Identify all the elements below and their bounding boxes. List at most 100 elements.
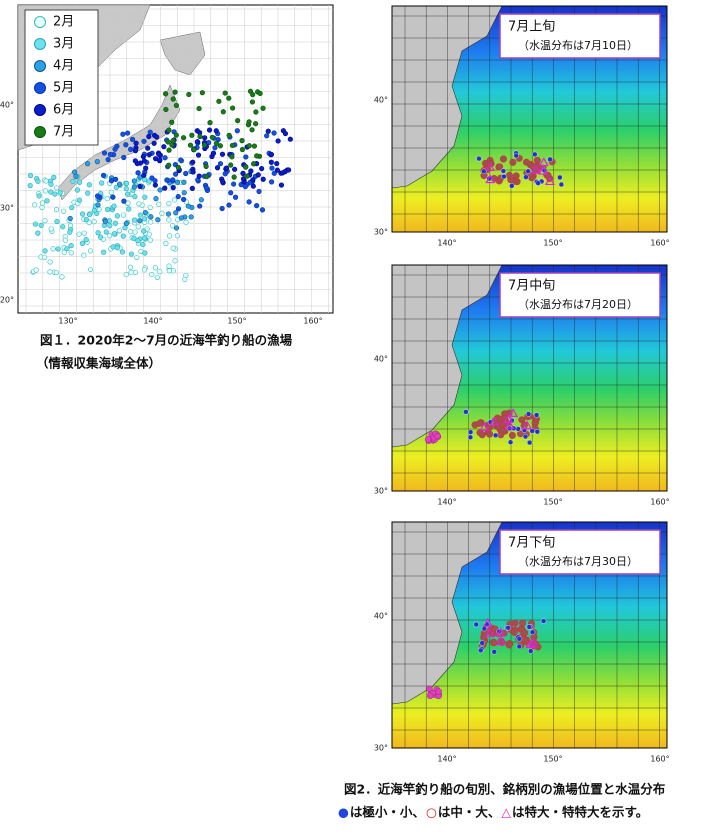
lon-label: 150° <box>543 498 562 507</box>
fishing-point <box>95 202 101 208</box>
catch-small <box>479 640 485 646</box>
legend-label: 2月 <box>53 15 74 30</box>
fishing-point <box>268 151 275 158</box>
catch-small <box>516 643 523 650</box>
fishing-point <box>123 271 129 278</box>
fishing-point <box>220 179 226 185</box>
fishing-point <box>188 214 194 220</box>
fishing-point <box>120 131 126 137</box>
fishing-point <box>170 177 176 183</box>
fishing-point <box>214 165 221 171</box>
fishing-point <box>132 229 138 235</box>
catch-small <box>492 432 499 439</box>
fishing-point <box>69 204 75 211</box>
fishing-point <box>268 159 274 165</box>
fishing-point <box>174 179 181 185</box>
fishing-point <box>145 145 151 151</box>
fishing-point <box>173 132 179 138</box>
fishing-point <box>91 219 97 225</box>
catch-large <box>538 157 549 167</box>
panel-subtitle: （水温分布は7月10日） <box>518 39 638 52</box>
lon-label: 160° <box>650 239 669 248</box>
fishing-point <box>220 109 226 115</box>
fishing-point <box>105 156 111 163</box>
fishing-point <box>166 217 172 223</box>
fishing-point <box>274 160 280 167</box>
catch-large <box>530 165 541 174</box>
fishing-point <box>141 172 147 178</box>
fishing-point <box>191 146 197 153</box>
fishing-point <box>116 228 123 234</box>
lat-label: 40° <box>374 355 388 364</box>
fishing-point <box>181 179 187 185</box>
fishing-point <box>112 146 118 152</box>
catch-small <box>525 411 532 417</box>
fishing-point <box>128 251 135 257</box>
fishing-point <box>171 197 178 203</box>
fishing-point <box>85 190 91 196</box>
catch-mid <box>509 158 517 166</box>
fishing-point <box>148 219 154 225</box>
lon-label: 160° <box>650 498 669 507</box>
fishing-point <box>275 138 281 144</box>
fishing-point <box>111 231 117 237</box>
fishing-point <box>170 223 176 229</box>
fishing-point <box>83 237 89 243</box>
catch-mid <box>434 432 441 440</box>
catch-large <box>484 162 496 172</box>
fishing-point <box>162 185 168 191</box>
catch-mid <box>518 416 526 424</box>
catch-mid <box>426 685 433 693</box>
fishing-point <box>178 215 185 221</box>
catch-small <box>481 168 487 175</box>
fishing-point <box>204 174 210 180</box>
catch-large <box>544 176 555 186</box>
fishing-point <box>195 152 202 158</box>
fishing-point <box>79 240 86 246</box>
fishing-point <box>121 154 127 161</box>
fishing-point <box>181 190 187 196</box>
catch-small <box>547 156 553 163</box>
fishing-point <box>54 185 60 191</box>
catch-large <box>485 174 496 184</box>
fishing-point <box>142 250 148 256</box>
fishing-point <box>254 153 260 159</box>
fishing-point <box>142 209 148 216</box>
fishing-point <box>87 266 94 273</box>
fishing-point <box>122 225 128 231</box>
catch-small <box>516 636 523 642</box>
fishing-point <box>282 130 289 137</box>
note-symbol: △ <box>501 805 511 820</box>
catch-large <box>522 420 533 430</box>
fishing-point <box>74 187 81 193</box>
fishing-point <box>60 208 67 214</box>
fishing-point <box>229 142 235 149</box>
fishing-point <box>172 258 178 264</box>
fishing-point <box>201 142 208 148</box>
fishing-point <box>212 145 218 151</box>
fishing-point <box>107 151 113 158</box>
fishing-point <box>123 186 129 192</box>
fishing-point <box>136 201 142 207</box>
fishing-point <box>35 230 41 236</box>
fishing-point <box>132 194 138 200</box>
fishing-point <box>48 226 54 232</box>
map-panel: 7月上旬 （水温分布は7月10日） 40° 30° 140° 150° 160° <box>374 5 670 248</box>
fishing-point <box>274 167 280 173</box>
fishing-point <box>250 183 256 189</box>
title-box <box>499 529 661 575</box>
fishing-point <box>254 203 260 209</box>
fishing-point <box>42 248 48 254</box>
fishing-point <box>137 218 143 224</box>
fishing-point <box>207 120 213 126</box>
fishing-point <box>147 204 153 211</box>
catch-small <box>528 648 534 654</box>
fishing-point <box>101 150 108 156</box>
catch-small <box>467 429 474 435</box>
fishing-point <box>175 164 181 170</box>
fishing-point <box>203 185 209 191</box>
fishing-point <box>163 240 169 247</box>
lon-label: 140° <box>437 755 456 764</box>
fishing-point <box>86 182 92 188</box>
fishing-point <box>174 233 180 239</box>
